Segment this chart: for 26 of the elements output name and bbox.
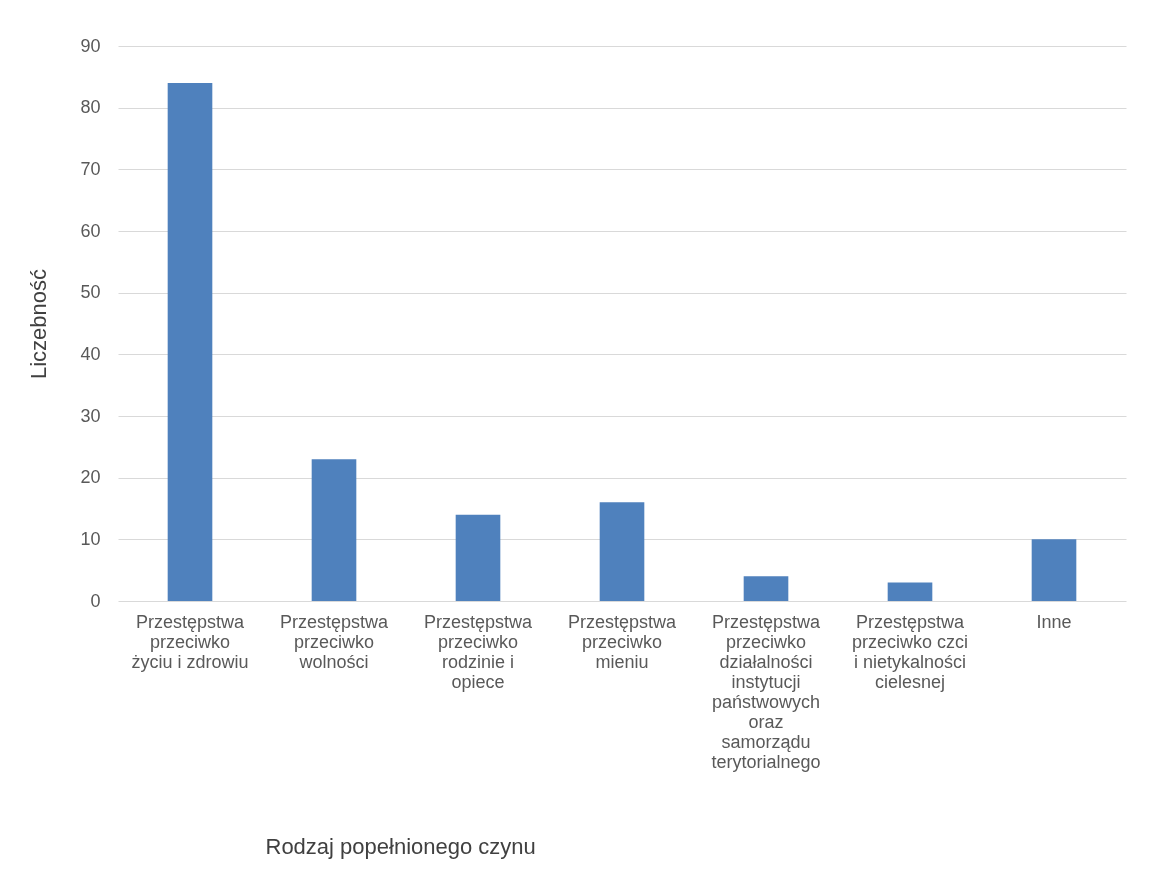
x-tick-label: Przestępstwa przeciwko rodzinie i opiece xyxy=(423,611,534,692)
y-tick-label: 80 xyxy=(80,97,101,118)
y-axis-title: Liczebność xyxy=(25,268,51,380)
bar xyxy=(311,459,357,601)
bar xyxy=(887,582,933,601)
y-tick-label: 0 xyxy=(90,590,101,611)
bar xyxy=(743,576,789,601)
x-axis-title: Rodzaj popełnionego czynu xyxy=(265,833,536,859)
y-tick-label: 20 xyxy=(80,467,101,488)
bar xyxy=(599,502,645,601)
x-tick-label: Przestępstwa przeciwko życiu i zdrowiu xyxy=(131,611,249,672)
y-tick-label: 70 xyxy=(80,158,101,179)
x-tick-label: Inne xyxy=(1036,611,1072,632)
bar xyxy=(167,83,213,601)
y-tick-label: 30 xyxy=(80,405,101,426)
y-tick-label: 10 xyxy=(80,528,101,549)
y-tick-label: 40 xyxy=(80,343,101,364)
x-tick-label: Przestępstwa przeciwko czci i nietykalności cielesnej xyxy=(851,611,969,692)
x-tick-label: Przestępstwa przeciwko wolności xyxy=(279,611,390,672)
y-tick-label: 60 xyxy=(80,220,101,241)
bar xyxy=(455,514,501,601)
x-tick-label: Przestępstwa przeciwko działalności instytucji państwowych oraz samorządu terytorialnego xyxy=(711,611,822,772)
y-tick-label: 50 xyxy=(80,282,101,303)
x-tick-label: Przestępstwa przeciwko mieniu xyxy=(567,611,678,672)
bar xyxy=(1031,539,1077,601)
y-tick-label: 90 xyxy=(80,35,101,56)
